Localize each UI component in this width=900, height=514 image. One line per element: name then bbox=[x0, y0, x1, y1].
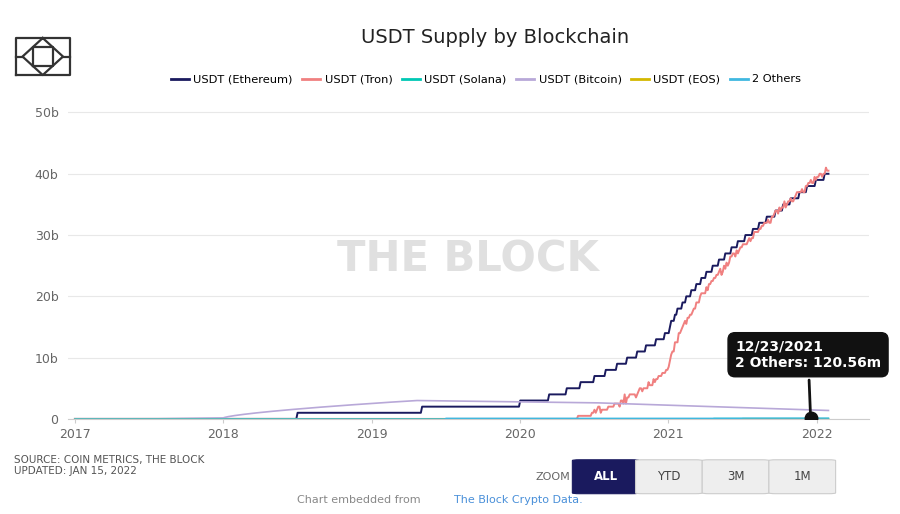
Text: THE BLOCK: THE BLOCK bbox=[338, 238, 598, 281]
FancyBboxPatch shape bbox=[702, 460, 769, 493]
Text: The Block Crypto Data.: The Block Crypto Data. bbox=[454, 495, 583, 505]
Text: 3M: 3M bbox=[727, 470, 744, 483]
Text: Chart embedded from: Chart embedded from bbox=[297, 495, 424, 505]
Text: YTD: YTD bbox=[657, 470, 680, 483]
FancyBboxPatch shape bbox=[769, 460, 835, 493]
Text: USDT Supply by Blockchain: USDT Supply by Blockchain bbox=[361, 28, 629, 47]
Text: ZOOM: ZOOM bbox=[536, 472, 571, 482]
FancyBboxPatch shape bbox=[635, 460, 702, 493]
Text: SOURCE: COIN METRICS, THE BLOCK
UPDATED: JAN 15, 2022: SOURCE: COIN METRICS, THE BLOCK UPDATED:… bbox=[14, 455, 204, 476]
Text: 1M: 1M bbox=[794, 470, 811, 483]
FancyBboxPatch shape bbox=[572, 460, 639, 493]
Text: 12/23/2021
2 Others: 120.56m: 12/23/2021 2 Others: 120.56m bbox=[735, 340, 881, 416]
Legend: USDT (Ethereum), USDT (Tron), USDT (Solana), USDT (Bitcoin), USDT (EOS), 2 Other: USDT (Ethereum), USDT (Tron), USDT (Sola… bbox=[166, 70, 806, 89]
Text: ALL: ALL bbox=[594, 470, 617, 483]
